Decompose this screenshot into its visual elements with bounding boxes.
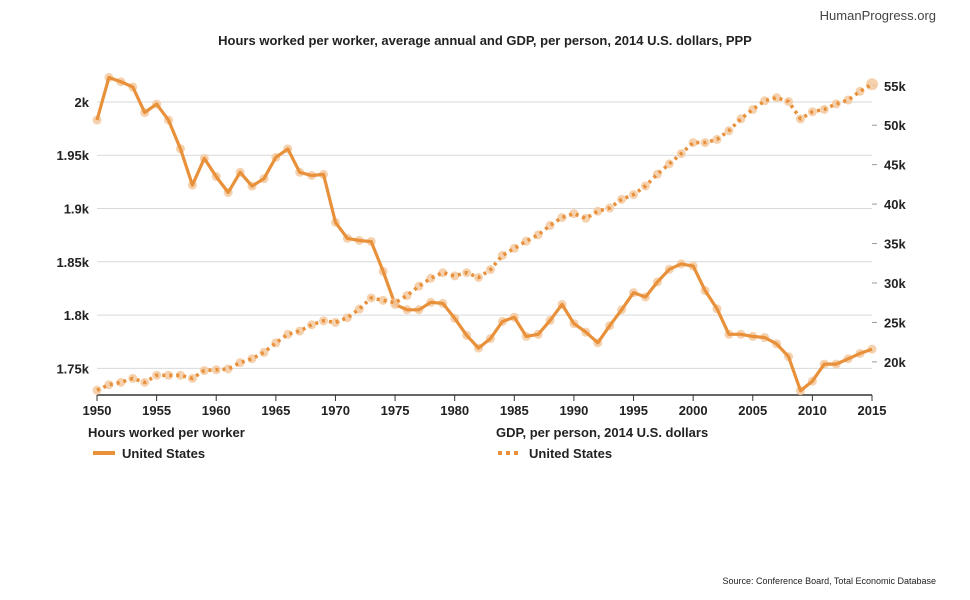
right-y-tick-label: 30k <box>884 276 906 291</box>
x-tick-label: 2000 <box>679 403 708 418</box>
left-y-tick-label: 1.9k <box>64 202 90 217</box>
x-tick-label: 1995 <box>619 403 648 418</box>
right-y-tick-label: 55k <box>884 79 906 94</box>
data-point[interactable] <box>378 295 388 305</box>
left-y-tick-label: 1.75k <box>56 361 89 376</box>
x-tick-label: 2010 <box>798 403 827 418</box>
data-point[interactable] <box>307 320 317 330</box>
x-tick-label: 1975 <box>381 403 410 418</box>
axes: 1.75k 1.8k 1.85k 1.9k 1.95k 2k 20k 25k 30k 35k 40k… <box>56 79 906 418</box>
right-y-tick-label: 45k <box>884 158 906 173</box>
brand-label[interactable]: HumanProgress.org <box>819 8 936 23</box>
left-y-tick-label: 1.85k <box>56 255 89 270</box>
data-point[interactable] <box>664 159 674 169</box>
x-tick-label: 1985 <box>500 403 529 418</box>
right-y-tick-label: 25k <box>884 315 906 330</box>
legend-right-label[interactable]: United States <box>529 446 612 461</box>
legend-right-title: GDP, per person, 2014 U.S. dollars <box>496 425 708 440</box>
grid-lines <box>97 101 872 369</box>
x-tick-label: 1980 <box>440 403 469 418</box>
x-tick-label: 1960 <box>202 403 231 418</box>
data-point[interactable] <box>164 370 174 380</box>
left-y-tick-label: 2k <box>75 95 90 110</box>
x-tick-label: 1955 <box>142 403 171 418</box>
right-y-tick-label: 20k <box>884 355 906 370</box>
x-tick-label: 1970 <box>321 403 350 418</box>
series-gdp-per-person <box>92 78 878 395</box>
series-hours-worked <box>92 72 877 396</box>
legend: Hours worked per worker United States GD… <box>88 425 708 461</box>
data-point[interactable] <box>688 138 698 148</box>
x-tick-label: 1990 <box>559 403 588 418</box>
legend-left-title: Hours worked per worker <box>88 425 245 440</box>
x-tick-label: 1965 <box>261 403 290 418</box>
hours-line <box>95 75 873 393</box>
chart-title: Hours worked per worker, average annual … <box>218 33 752 48</box>
gdp-line <box>96 82 873 392</box>
right-y-tick-label: 35k <box>884 237 906 252</box>
legend-left-label[interactable]: United States <box>122 446 205 461</box>
source-note: Source: Conference Board, Total Economic… <box>722 576 936 586</box>
x-tick-label: 1950 <box>83 403 112 418</box>
x-tick-label: 2015 <box>858 403 887 418</box>
right-y-tick-label: 40k <box>884 197 906 212</box>
right-y-tick-label: 50k <box>884 118 906 133</box>
left-y-tick-label: 1.95k <box>56 148 89 163</box>
left-y-tick-label: 1.8k <box>64 308 90 323</box>
x-tick-label: 2005 <box>738 403 767 418</box>
data-point[interactable] <box>175 370 185 380</box>
